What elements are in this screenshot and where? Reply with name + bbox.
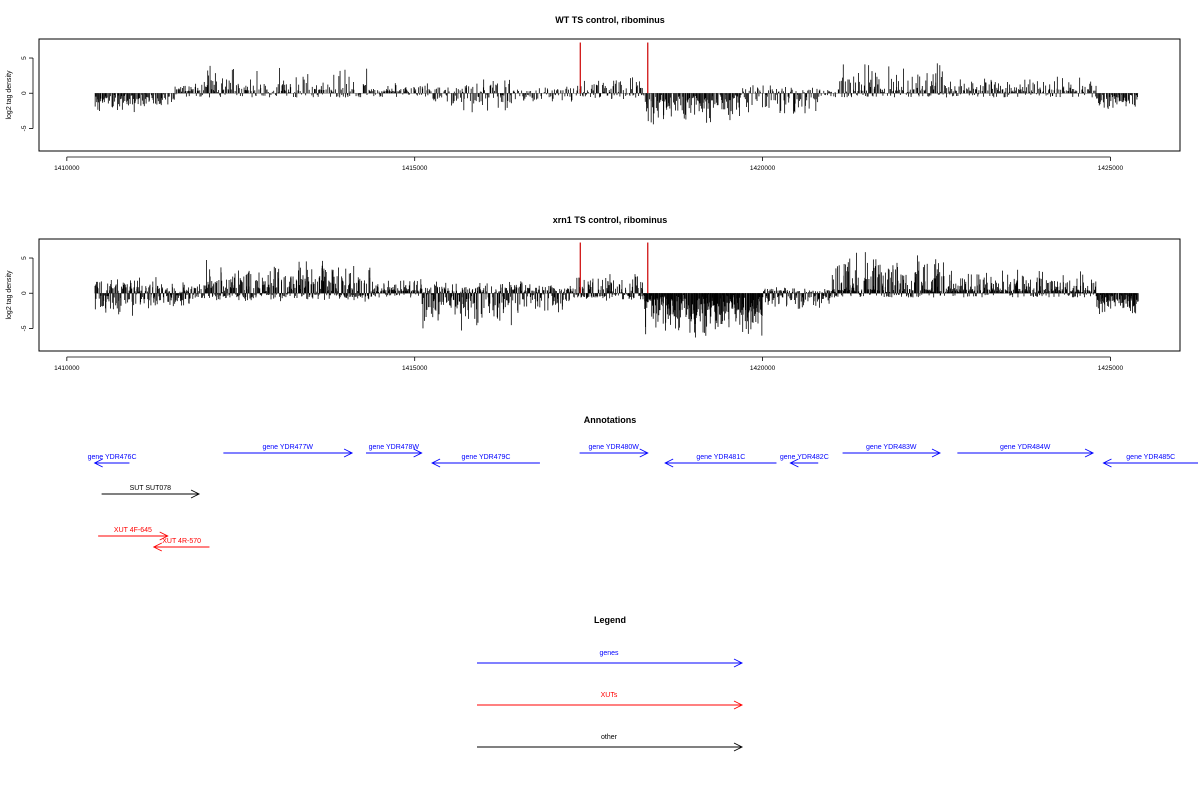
legend: Legend genes XUTs other <box>477 615 744 752</box>
arrow-head <box>190 489 201 499</box>
x-tick-label: 1420000 <box>750 165 776 172</box>
plot-frame <box>38 238 1181 352</box>
y-tick-label: 0 <box>21 291 28 295</box>
feature-label: SUT SUT078 <box>130 485 172 492</box>
arrow-head <box>639 448 649 458</box>
y-axis: -5 0 5 <box>21 256 34 331</box>
legend-item: XUTs <box>477 692 744 710</box>
highlight-bars <box>579 42 649 94</box>
panel-title: xrn1 TS control, ribominus <box>553 215 668 225</box>
legend-title: Legend <box>594 615 626 625</box>
y-tick-label: 5 <box>21 256 28 260</box>
annotation-features: gene YDR476C gene YDR477W gene YDR478W gene… <box>88 444 1198 552</box>
arrow-head <box>733 742 744 752</box>
arrow-head <box>93 458 103 468</box>
arrow-head <box>343 448 354 458</box>
x-tick-label: 1415000 <box>402 365 428 372</box>
legend-item: other <box>477 734 744 752</box>
feature-label: gene YDR484W <box>1000 444 1051 451</box>
gene-feature: gene YDR482C <box>780 454 829 468</box>
arrow-head <box>931 448 941 458</box>
gene-feature: gene YDR480W <box>579 444 649 458</box>
feature-label: gene YDR476C <box>88 454 137 461</box>
gene-feature: gene YDR485C <box>1102 454 1198 468</box>
arrow-head <box>152 542 162 552</box>
y-tick-label: -5 <box>21 125 28 131</box>
x-tick-label: 1415000 <box>402 165 428 172</box>
plot-frame <box>38 38 1181 152</box>
y-tick-label: 5 <box>21 56 28 60</box>
feature-label: gene YDR480W <box>588 444 639 451</box>
feature-label: gene YDR478W <box>369 444 420 451</box>
x-tick-label: 1425000 <box>1098 165 1124 172</box>
arrow-head <box>733 658 744 668</box>
arrow-head <box>431 458 441 468</box>
legend-items: genes XUTs other <box>477 650 744 752</box>
x-axis: 1410000 1415000 1420000 1425000 <box>54 156 1124 172</box>
arrow-head <box>1084 448 1095 458</box>
x-tick-label: 1420000 <box>750 365 776 372</box>
gene-feature: gene YDR476C <box>88 454 137 468</box>
arrow-head <box>413 448 423 458</box>
density-bars <box>94 252 1139 338</box>
legend-item: genes <box>477 650 744 668</box>
panel-title: WT TS control, ribominus <box>555 15 665 25</box>
x-tick-label: 1410000 <box>54 165 80 172</box>
x-tick-label: 1425000 <box>1098 365 1124 372</box>
density-bars <box>94 63 1138 125</box>
feature-label: gene YDR485C <box>1126 454 1175 461</box>
legend-label: other <box>601 734 618 741</box>
gene-feature: gene YDR483W <box>842 444 941 458</box>
other-feature: SUT SUT078 <box>101 485 201 499</box>
arrow-head <box>664 458 674 468</box>
arrow-head <box>1102 458 1112 468</box>
gene-feature: gene YDR477W <box>223 444 354 458</box>
feature-label: gene YDR479C <box>462 454 511 461</box>
x-tick-label: 1410000 <box>54 365 80 372</box>
xut-feature: XUT 4R-570 <box>152 538 210 552</box>
legend-label: genes <box>599 650 619 657</box>
y-axis-label: log2 tag density <box>6 70 13 120</box>
panel-xrn1: xrn1 TS control, ribominus 1410000 141500… <box>6 215 1181 372</box>
x-axis: 1410000 1415000 1420000 1425000 <box>54 356 1124 372</box>
xut-feature: XUT 4F-645 <box>98 527 169 541</box>
feature-label: gene YDR482C <box>780 454 829 461</box>
arrow-head <box>789 458 799 468</box>
gene-feature: gene YDR484W <box>957 444 1095 458</box>
gene-feature: gene YDR481C <box>664 454 777 468</box>
feature-label: XUT 4F-645 <box>114 527 152 534</box>
legend-label: XUTs <box>601 692 618 699</box>
y-tick-label: 0 <box>21 91 28 95</box>
y-tick-label: -5 <box>21 325 28 331</box>
arrow-head <box>733 700 744 710</box>
y-axis-label: log2 tag density <box>6 270 13 320</box>
annotations-title: Annotations <box>584 415 637 425</box>
feature-label: gene YDR483W <box>866 444 917 451</box>
arrow-head <box>159 531 169 541</box>
feature-label: gene YDR481C <box>696 454 745 461</box>
gene-feature: gene YDR479C <box>431 454 540 468</box>
panel-wt: WT TS control, ribominus 1410000 1415000 1… <box>6 15 1181 172</box>
highlight-bars <box>579 242 649 294</box>
feature-label: XUT 4R-570 <box>162 538 201 545</box>
feature-label: gene YDR477W <box>262 444 313 451</box>
gene-feature: gene YDR478W <box>365 444 423 458</box>
y-axis: -5 0 5 <box>21 56 34 131</box>
